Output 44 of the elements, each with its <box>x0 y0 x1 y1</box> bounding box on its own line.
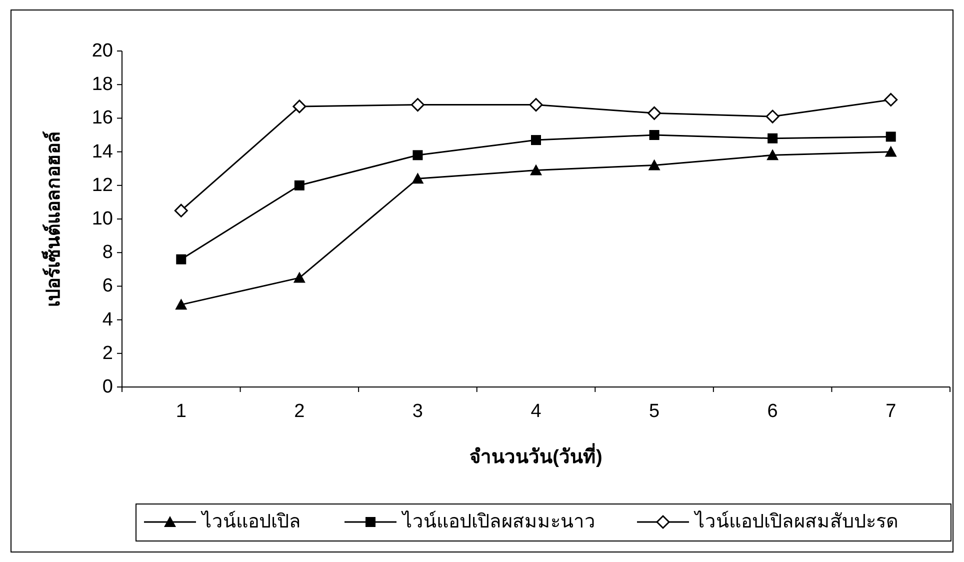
point <box>766 149 779 160</box>
x-tick-label: 5 <box>648 401 660 422</box>
point <box>766 110 780 124</box>
x-tick-label: 6 <box>767 401 778 422</box>
y-tick-label: 12 <box>92 174 113 196</box>
y-tick-label: 8 <box>102 242 113 264</box>
y-tick-label: 10 <box>92 208 113 230</box>
point <box>530 164 542 176</box>
legend-label: ไวน์แอปเปิลผสมสับปะรด <box>693 510 898 532</box>
point <box>176 254 186 264</box>
point <box>768 133 778 144</box>
point <box>410 98 424 112</box>
x-tick-label: 7 <box>886 401 896 422</box>
point <box>649 130 660 140</box>
y-tick-label: 18 <box>92 74 113 96</box>
point <box>175 298 188 310</box>
y-tick-label: 0 <box>102 376 113 398</box>
y-tick-label: 6 <box>102 276 113 297</box>
point <box>529 98 543 112</box>
x-axis-title: จำนวนวัน(วันที่) <box>470 443 602 468</box>
x-tick-label: 3 <box>412 401 424 422</box>
point <box>884 92 898 106</box>
legend-label: ไวน์แอปเปิลผสมมะนาว <box>400 510 596 532</box>
y-tick-label: 2 <box>102 342 113 364</box>
point <box>293 272 306 283</box>
x-tick-label: 4 <box>530 401 542 422</box>
point <box>174 204 188 218</box>
point <box>884 146 897 157</box>
y-axis-title: เปอร์เซ็นต์แอลกอฮอล์ <box>40 131 64 307</box>
x-tick-label: 2 <box>294 401 305 422</box>
point <box>531 135 541 146</box>
legend-label: ไวน์แอปเปิล <box>200 510 301 532</box>
y-tick-label: 4 <box>102 309 114 330</box>
point <box>648 159 660 170</box>
point <box>292 100 306 114</box>
y-tick-label: 16 <box>92 108 113 129</box>
y-tick-label: 20 <box>92 40 113 62</box>
point <box>648 106 662 120</box>
point <box>412 172 424 184</box>
y-tick-label: 14 <box>92 141 114 162</box>
point <box>412 150 423 160</box>
x-tick-label: 1 <box>176 401 186 422</box>
point <box>294 180 304 190</box>
point <box>886 132 896 142</box>
